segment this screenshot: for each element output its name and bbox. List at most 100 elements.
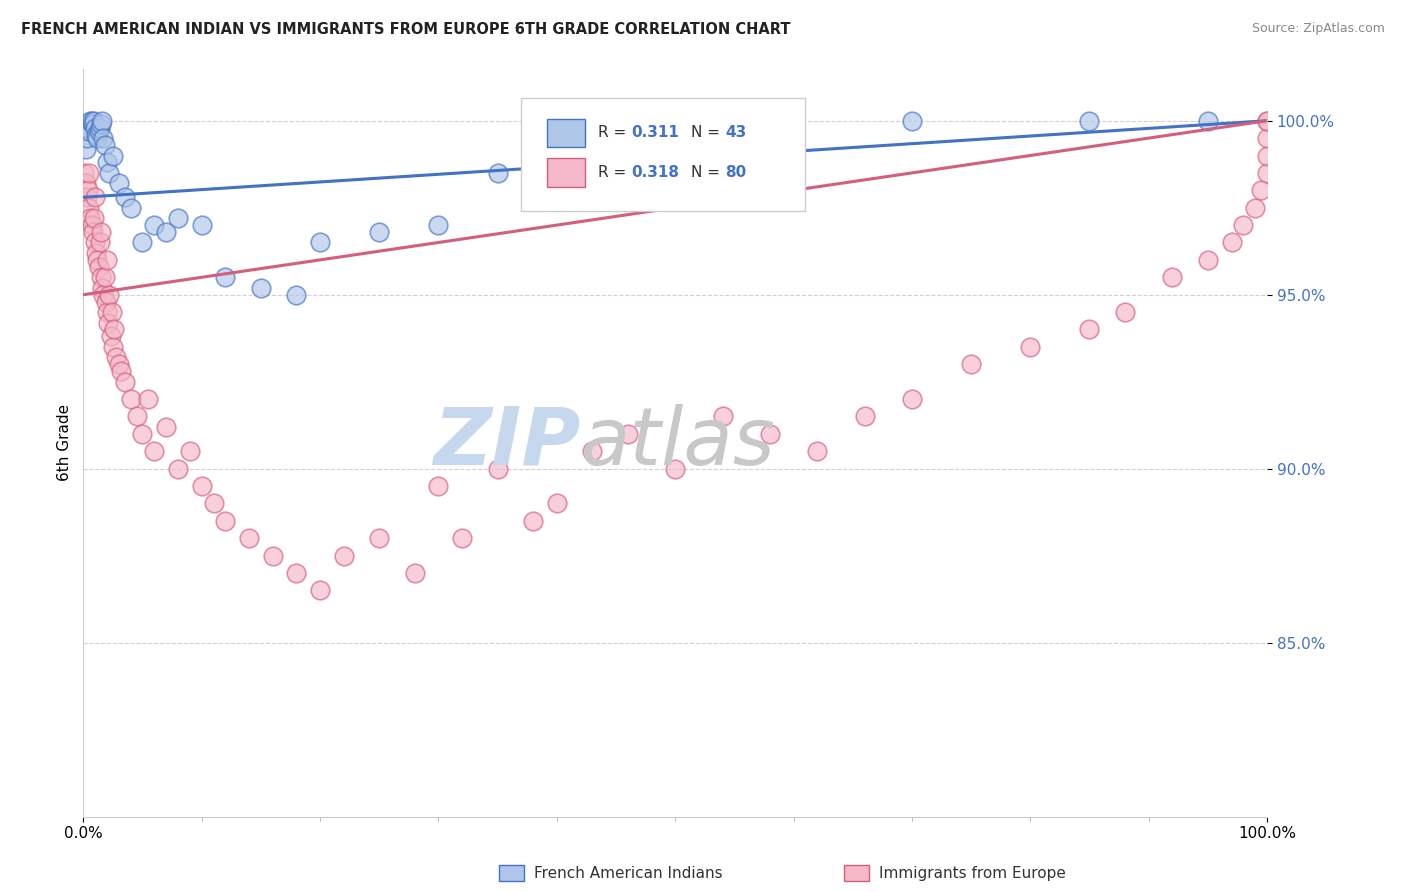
Point [82,117,104,131]
Point [155,225,177,239]
Point [91,281,114,295]
Point [96,252,118,267]
Text: 43: 43 [725,126,747,140]
Point [101,340,124,354]
Point [76,131,98,145]
Point [79,113,101,128]
Point [100,305,122,319]
Point [101,148,124,162]
Point [86,246,108,260]
Point [87,260,110,274]
Point [309,235,332,250]
Point [90,225,112,239]
Point [179,444,201,458]
Point [368,225,391,239]
Point [80,113,103,128]
Point [77,120,100,135]
Text: 0.311: 0.311 [631,126,679,140]
Point [723,142,745,156]
Point [79,211,101,226]
Point [86,131,108,145]
Point [143,218,166,232]
Point [522,514,544,528]
Text: FRENCH AMERICAN INDIAN VS IMMIGRANTS FROM EUROPE 6TH GRADE CORRELATION CHART: FRENCH AMERICAN INDIAN VS IMMIGRANTS FRO… [21,22,790,37]
Point [901,113,924,128]
Point [1232,218,1254,232]
Point [86,128,108,142]
Point [202,496,225,510]
Point [86,252,108,267]
Point [1256,148,1278,162]
Point [1197,113,1219,128]
Point [368,531,391,545]
Point [98,166,121,180]
Text: Immigrants from Europe: Immigrants from Europe [879,866,1066,880]
Point [285,566,308,580]
Point [1114,305,1136,319]
Point [131,235,153,250]
Point [853,409,876,424]
Point [96,155,118,169]
Point [617,426,640,441]
Point [93,138,115,153]
Text: atlas: atlas [581,403,775,482]
Point [94,294,117,309]
Point [664,461,686,475]
Point [93,287,115,301]
Point [664,155,686,169]
Point [759,426,782,441]
Point [332,549,354,563]
Point [120,201,142,215]
Point [238,531,260,545]
Point [89,235,111,250]
Text: R =: R = [598,165,631,180]
Point [100,329,122,343]
Point [114,190,136,204]
Point [427,218,450,232]
Point [214,514,236,528]
Point [143,444,166,458]
Point [309,583,332,598]
Point [546,496,568,510]
Text: ZIP: ZIP [433,403,581,482]
Point [605,148,627,162]
Point [90,270,112,285]
Point [782,131,804,145]
Point [1019,340,1042,354]
Point [97,316,120,330]
Point [214,270,236,285]
Text: Source: ZipAtlas.com: Source: ZipAtlas.com [1251,22,1385,36]
Point [107,357,129,371]
FancyBboxPatch shape [522,98,806,211]
Point [76,190,98,204]
Point [107,177,129,191]
Text: N =: N = [690,165,724,180]
Point [901,392,924,406]
Point [83,113,105,128]
Point [110,364,132,378]
Point [131,426,153,441]
Point [90,117,112,131]
Bar [547,119,585,147]
Point [114,375,136,389]
Point [75,177,97,191]
Point [84,190,107,204]
Point [89,120,111,135]
Point [77,166,100,180]
Point [1256,166,1278,180]
Point [1244,201,1267,215]
Point [91,113,114,128]
Point [711,409,734,424]
Point [105,351,128,365]
Point [84,120,107,135]
Point [1161,270,1184,285]
Point [190,218,212,232]
Point [1078,322,1101,336]
Point [1078,113,1101,128]
Point [93,131,115,145]
Point [87,124,110,138]
Point [98,287,121,301]
Point [250,281,273,295]
Text: N =: N = [690,126,724,140]
Point [427,479,450,493]
